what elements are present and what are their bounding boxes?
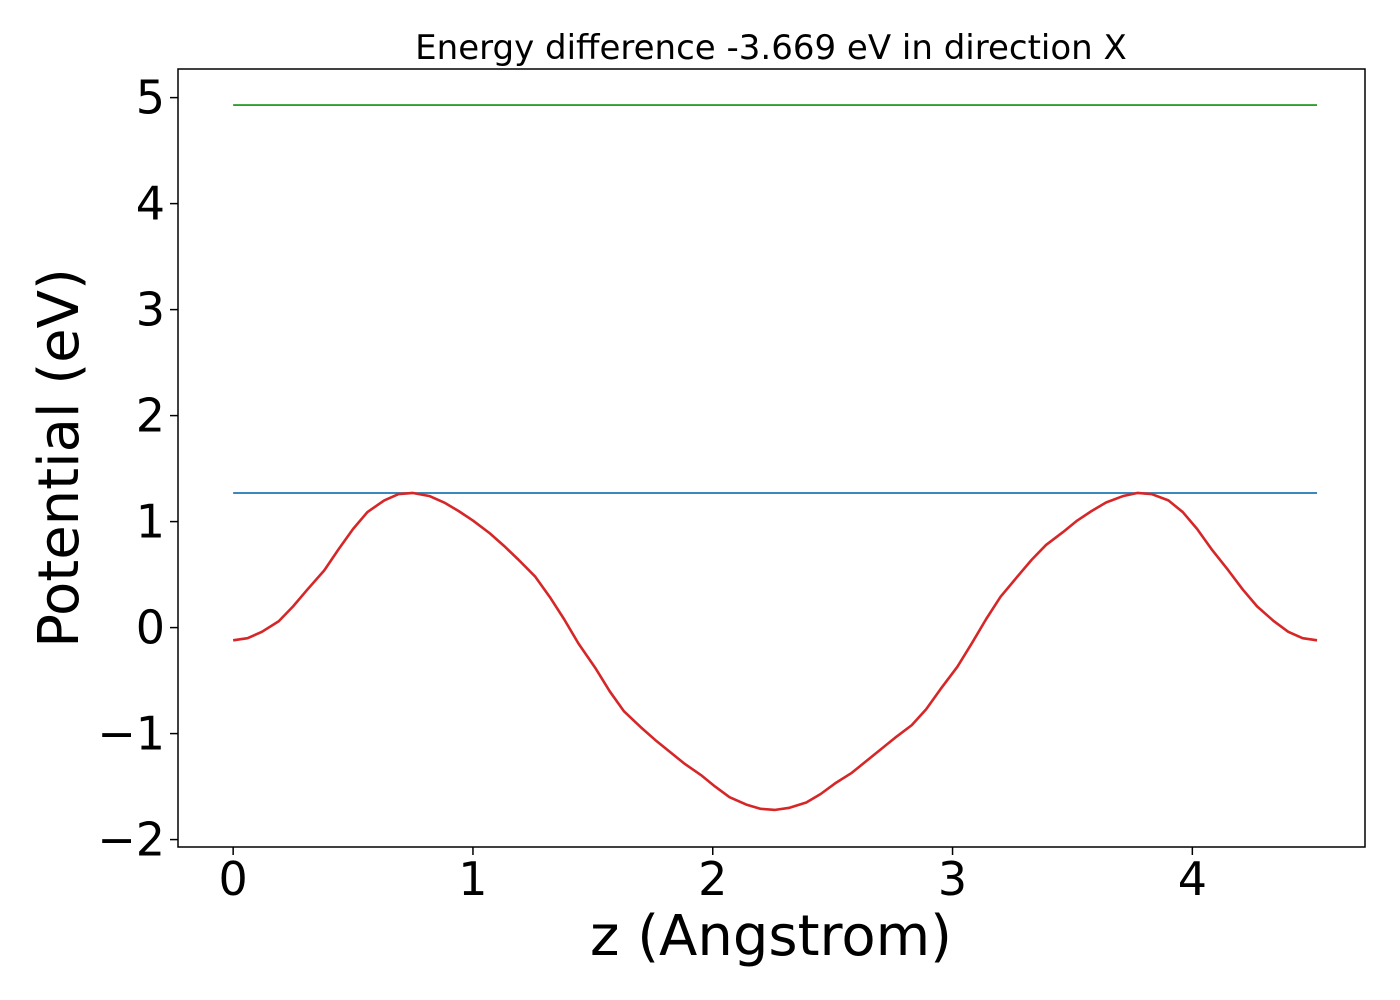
series-layer [232, 104, 1318, 812]
x-tick-label: 1 [458, 852, 487, 906]
x-tick-label: 4 [1178, 852, 1207, 906]
y-axis-label: Potential (eV) [27, 268, 92, 648]
x-axis-label: z (Angstrom) [590, 904, 952, 969]
y-axis: −2 −1 0 1 2 3 4 5 [97, 71, 178, 867]
potential-curve-line [232, 491, 1318, 812]
plot-frame [177, 68, 1366, 848]
y-tick-label: 2 [136, 389, 165, 443]
y-tick-label: −1 [97, 707, 165, 761]
x-tick-label: 2 [698, 852, 727, 906]
y-tick-label: −2 [97, 813, 165, 867]
x-tick-label: 3 [938, 852, 967, 906]
y-tick-label: 1 [136, 495, 165, 549]
chart-title: Energy difference -3.669 eV in direction… [415, 28, 1127, 68]
x-tick-label: 0 [219, 852, 248, 906]
y-tick-label: 0 [136, 601, 165, 655]
y-tick-label: 3 [136, 283, 165, 337]
y-tick-label: 4 [136, 177, 165, 231]
x-axis: 0 1 2 3 4 [219, 847, 1207, 906]
y-tick-label: 5 [136, 71, 165, 125]
